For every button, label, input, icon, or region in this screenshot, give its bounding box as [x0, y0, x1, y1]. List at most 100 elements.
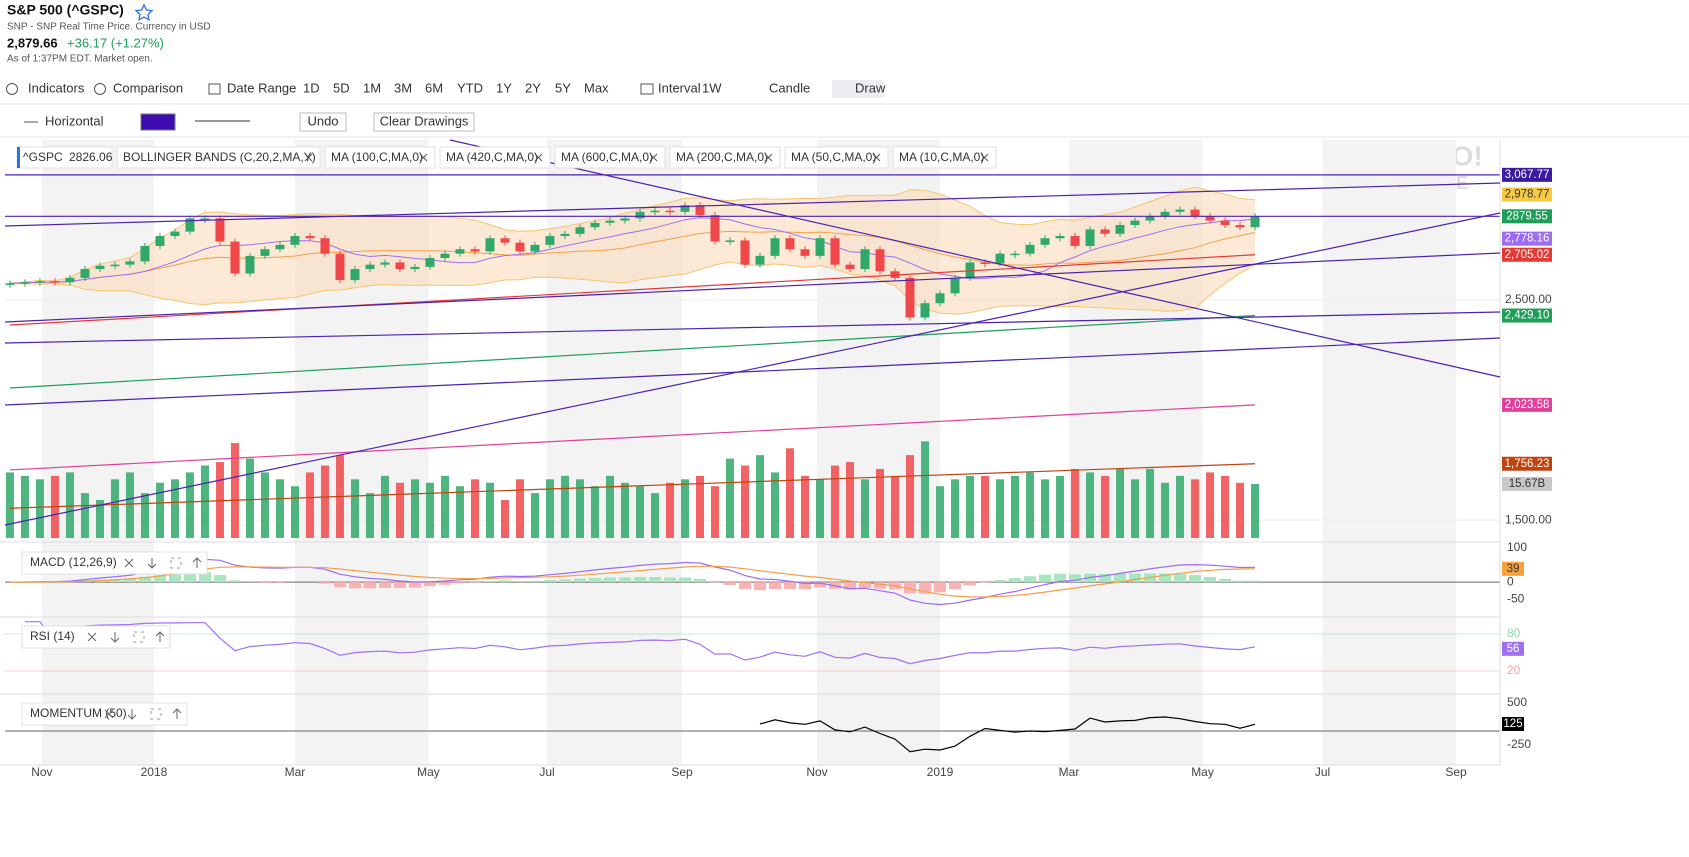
macd-histogram [934, 582, 947, 593]
macd-histogram [754, 582, 767, 591]
x-tick-label: Mar [285, 765, 306, 779]
candle-body [875, 249, 885, 272]
macd-histogram [468, 582, 481, 583]
up-icon[interactable] [192, 557, 202, 568]
volume-bar [1041, 479, 1050, 538]
draw-tool[interactable]: Horizontal [45, 113, 104, 128]
close-icon[interactable] [980, 153, 989, 162]
legend-chip[interactable] [439, 146, 551, 169]
toolbar-item[interactable]: Comparison [113, 80, 183, 95]
close-icon[interactable] [764, 153, 773, 162]
star-icon[interactable] [134, 3, 154, 22]
legend-chip[interactable] [116, 146, 321, 169]
expand-icon[interactable] [170, 557, 182, 569]
macd-histogram [273, 582, 286, 583]
indicator-chip[interactable] [21, 551, 208, 575]
expand-icon[interactable] [133, 631, 145, 643]
toolbar-item[interactable]: 5Y [555, 80, 571, 95]
clear-button[interactable] [373, 112, 475, 132]
volume-bar [1086, 472, 1095, 538]
volume-bar [1056, 475, 1065, 538]
candle-body [905, 277, 915, 318]
candle-body [710, 215, 720, 242]
legend-chip[interactable] [669, 146, 781, 169]
expand-icon[interactable] [150, 708, 162, 720]
toolbar-item[interactable]: 6M [425, 80, 443, 95]
down-icon[interactable] [110, 632, 120, 643]
candle-body [230, 241, 240, 274]
close-icon[interactable] [304, 153, 313, 162]
toolbar-item[interactable]: 1W [702, 80, 722, 95]
price-tag-label: 2879.55 [1506, 210, 1548, 222]
macd-histogram [1159, 573, 1172, 583]
toolbar-item[interactable]: Max [584, 80, 609, 95]
toolbar-item[interactable]: 1Y [496, 80, 512, 95]
candle-body [950, 277, 960, 294]
candle-body [5, 283, 15, 285]
indicator-name: MOMENTUM (50) [30, 706, 127, 720]
volume-bar [605, 475, 614, 538]
indicator-chip[interactable] [21, 702, 188, 726]
toolbar-item[interactable]: 2Y [525, 80, 541, 95]
volume-bar [260, 472, 269, 538]
price-tag-label: 3,067.77 [1505, 169, 1550, 181]
trendline [4, 182, 1501, 227]
up-icon[interactable] [172, 708, 182, 719]
candle-body [1205, 216, 1215, 221]
indicator-chip[interactable] [21, 625, 171, 649]
volume-bar [951, 479, 960, 538]
macd-histogram [423, 582, 436, 587]
close-icon[interactable] [104, 709, 114, 719]
macd-histogram [453, 582, 466, 584]
candle-body [395, 262, 405, 270]
close-icon[interactable] [124, 558, 134, 568]
close-icon[interactable] [87, 632, 97, 642]
legend-chip[interactable] [784, 146, 889, 169]
candle-body [50, 281, 60, 283]
toolbar-item[interactable]: 1M [363, 80, 381, 95]
toolbar-item[interactable]: 5D [333, 80, 350, 95]
undo-button[interactable] [299, 112, 347, 132]
volume-bar [981, 475, 990, 538]
x-tick-label: Sep [1445, 765, 1467, 779]
volume-bar [695, 475, 704, 538]
toolbar-item[interactable]: 3M [394, 80, 412, 95]
y-tick-label: 0 [1507, 574, 1514, 588]
candle-body [290, 236, 300, 245]
y-tick-label: -250 [1507, 737, 1531, 751]
icon [208, 83, 221, 95]
down-icon[interactable] [147, 558, 157, 569]
up-icon[interactable] [155, 631, 165, 642]
macd-histogram [408, 582, 421, 588]
volume-bar [215, 462, 224, 538]
toolbar-item[interactable]: YTD [457, 80, 483, 95]
toolbar-item[interactable]: 1D [303, 80, 320, 95]
legend-chip[interactable] [892, 146, 997, 169]
macd-histogram [123, 578, 136, 583]
toolbar-item[interactable]: Interval [658, 80, 701, 95]
color-swatch[interactable] [140, 113, 176, 131]
price-tag-label: 2,978.77 [1505, 188, 1550, 200]
close-icon[interactable] [419, 153, 428, 162]
volume-bar [1161, 482, 1170, 538]
price-tag-label: 2,778.16 [1505, 233, 1550, 245]
candle-body [1025, 244, 1035, 254]
candle-body [1085, 229, 1095, 246]
down-icon[interactable] [127, 709, 137, 720]
toolbar-item[interactable]: Draw [855, 80, 886, 95]
title: S&P 500 (^GSPC) [7, 2, 124, 18]
candle-body [1160, 211, 1170, 217]
legend-chip[interactable] [324, 146, 436, 169]
price: 2,879.66 [7, 35, 58, 50]
toolbar-item[interactable]: Date Range [227, 80, 296, 95]
close-icon[interactable] [872, 153, 881, 162]
volume-bar [1116, 468, 1125, 538]
indicator-tag [1502, 716, 1524, 731]
close-icon[interactable] [649, 153, 658, 162]
close-icon[interactable] [534, 153, 543, 162]
toolbar-item[interactable]: Indicators [28, 80, 85, 95]
legend-chip[interactable] [554, 146, 666, 169]
candle-body [1190, 209, 1200, 217]
toolbar-item[interactable]: Candle [769, 80, 810, 95]
candle-body [830, 238, 840, 265]
